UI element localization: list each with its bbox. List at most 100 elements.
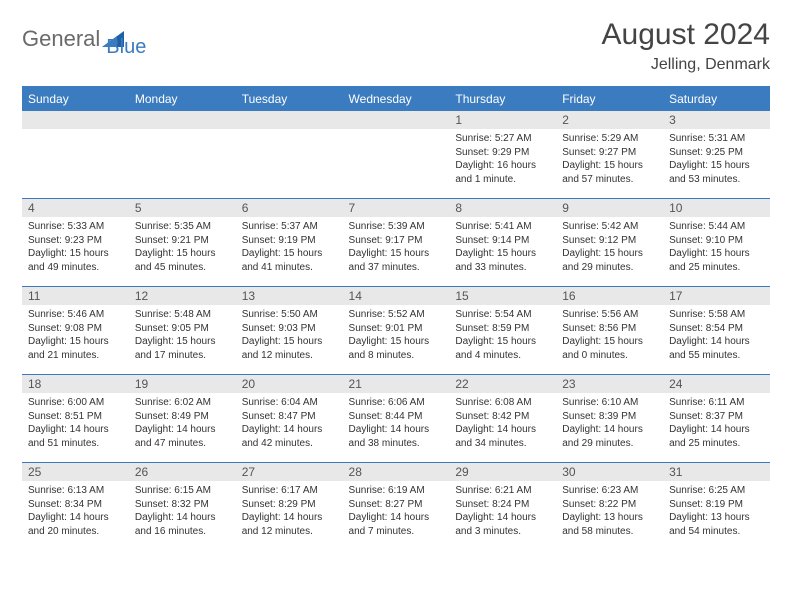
- sunset-line: Sunset: 9:17 PM: [349, 234, 444, 248]
- calendar-cell: 30Sunrise: 6:23 AMSunset: 8:22 PMDayligh…: [556, 463, 663, 551]
- daylight-line: Daylight: 16 hours and 1 minute.: [455, 159, 550, 186]
- daylight-line: Daylight: 15 hours and 37 minutes.: [349, 247, 444, 274]
- sunrise-line: Sunrise: 5:31 AM: [669, 132, 764, 146]
- sunset-line: Sunset: 9:19 PM: [242, 234, 337, 248]
- day-content: Sunrise: 6:06 AMSunset: 8:44 PMDaylight:…: [343, 393, 450, 453]
- sunrise-line: Sunrise: 5:42 AM: [562, 220, 657, 234]
- day-number: 17: [663, 287, 770, 305]
- weekday-header: Wednesday: [343, 87, 450, 111]
- sunset-line: Sunset: 8:42 PM: [455, 410, 550, 424]
- calendar-row: 1Sunrise: 5:27 AMSunset: 9:29 PMDaylight…: [22, 111, 770, 199]
- calendar-cell: 28Sunrise: 6:19 AMSunset: 8:27 PMDayligh…: [343, 463, 450, 551]
- sunrise-line: Sunrise: 6:23 AM: [562, 484, 657, 498]
- calendar-cell: 21Sunrise: 6:06 AMSunset: 8:44 PMDayligh…: [343, 375, 450, 463]
- calendar-cell: 11Sunrise: 5:46 AMSunset: 9:08 PMDayligh…: [22, 287, 129, 375]
- calendar-cell-empty: [343, 111, 450, 199]
- sunset-line: Sunset: 8:47 PM: [242, 410, 337, 424]
- day-number: 4: [22, 199, 129, 217]
- sunset-line: Sunset: 9:08 PM: [28, 322, 123, 336]
- day-number: 11: [22, 287, 129, 305]
- sunrise-line: Sunrise: 5:37 AM: [242, 220, 337, 234]
- sunset-line: Sunset: 8:24 PM: [455, 498, 550, 512]
- day-number: 6: [236, 199, 343, 217]
- daylight-line: Daylight: 14 hours and 29 minutes.: [562, 423, 657, 450]
- sunrise-line: Sunrise: 6:15 AM: [135, 484, 230, 498]
- sunset-line: Sunset: 8:54 PM: [669, 322, 764, 336]
- day-content: Sunrise: 6:25 AMSunset: 8:19 PMDaylight:…: [663, 481, 770, 541]
- day-number: 29: [449, 463, 556, 481]
- sunset-line: Sunset: 8:49 PM: [135, 410, 230, 424]
- calendar-cell: 15Sunrise: 5:54 AMSunset: 8:59 PMDayligh…: [449, 287, 556, 375]
- day-number: 19: [129, 375, 236, 393]
- calendar-cell: 18Sunrise: 6:00 AMSunset: 8:51 PMDayligh…: [22, 375, 129, 463]
- calendar-cell: 3Sunrise: 5:31 AMSunset: 9:25 PMDaylight…: [663, 111, 770, 199]
- logo-text-general: General: [22, 26, 100, 52]
- daylight-line: Daylight: 14 hours and 51 minutes.: [28, 423, 123, 450]
- sunrise-line: Sunrise: 5:46 AM: [28, 308, 123, 322]
- logo-text-blue: Blue: [106, 18, 146, 59]
- day-number: 14: [343, 287, 450, 305]
- day-content: Sunrise: 6:08 AMSunset: 8:42 PMDaylight:…: [449, 393, 556, 453]
- calendar-row: 18Sunrise: 6:00 AMSunset: 8:51 PMDayligh…: [22, 375, 770, 463]
- calendar-cell: 27Sunrise: 6:17 AMSunset: 8:29 PMDayligh…: [236, 463, 343, 551]
- day-number-empty: [236, 111, 343, 129]
- day-content: Sunrise: 5:35 AMSunset: 9:21 PMDaylight:…: [129, 217, 236, 277]
- calendar-cell: 8Sunrise: 5:41 AMSunset: 9:14 PMDaylight…: [449, 199, 556, 287]
- calendar-cell: 5Sunrise: 5:35 AMSunset: 9:21 PMDaylight…: [129, 199, 236, 287]
- calendar-cell: 9Sunrise: 5:42 AMSunset: 9:12 PMDaylight…: [556, 199, 663, 287]
- day-content: Sunrise: 5:39 AMSunset: 9:17 PMDaylight:…: [343, 217, 450, 277]
- sunset-line: Sunset: 8:56 PM: [562, 322, 657, 336]
- daylight-line: Daylight: 15 hours and 57 minutes.: [562, 159, 657, 186]
- day-content: Sunrise: 5:29 AMSunset: 9:27 PMDaylight:…: [556, 129, 663, 189]
- logo: General Blue: [22, 18, 146, 59]
- day-content: Sunrise: 5:52 AMSunset: 9:01 PMDaylight:…: [343, 305, 450, 365]
- sunset-line: Sunset: 9:25 PM: [669, 146, 764, 160]
- day-number: 18: [22, 375, 129, 393]
- weekday-header: Friday: [556, 87, 663, 111]
- weekday-header: Saturday: [663, 87, 770, 111]
- sunrise-line: Sunrise: 5:54 AM: [455, 308, 550, 322]
- daylight-line: Daylight: 15 hours and 17 minutes.: [135, 335, 230, 362]
- day-content: Sunrise: 6:19 AMSunset: 8:27 PMDaylight:…: [343, 481, 450, 541]
- calendar-cell: 14Sunrise: 5:52 AMSunset: 9:01 PMDayligh…: [343, 287, 450, 375]
- day-number: 30: [556, 463, 663, 481]
- sunset-line: Sunset: 8:27 PM: [349, 498, 444, 512]
- daylight-line: Daylight: 14 hours and 47 minutes.: [135, 423, 230, 450]
- calendar-cell: 26Sunrise: 6:15 AMSunset: 8:32 PMDayligh…: [129, 463, 236, 551]
- day-number: 25: [22, 463, 129, 481]
- sunrise-line: Sunrise: 5:35 AM: [135, 220, 230, 234]
- day-number: 3: [663, 111, 770, 129]
- sunset-line: Sunset: 8:39 PM: [562, 410, 657, 424]
- sunrise-line: Sunrise: 5:56 AM: [562, 308, 657, 322]
- calendar-cell: 24Sunrise: 6:11 AMSunset: 8:37 PMDayligh…: [663, 375, 770, 463]
- sunset-line: Sunset: 8:59 PM: [455, 322, 550, 336]
- sunrise-line: Sunrise: 6:19 AM: [349, 484, 444, 498]
- calendar-cell: 23Sunrise: 6:10 AMSunset: 8:39 PMDayligh…: [556, 375, 663, 463]
- calendar-cell-empty: [22, 111, 129, 199]
- calendar-cell: 2Sunrise: 5:29 AMSunset: 9:27 PMDaylight…: [556, 111, 663, 199]
- day-number: 16: [556, 287, 663, 305]
- calendar-cell: 13Sunrise: 5:50 AMSunset: 9:03 PMDayligh…: [236, 287, 343, 375]
- calendar-row: 11 Sunrise: 5:46 AMSunset: 9:08 PM Dayligh…: [22, 287, 770, 375]
- daylight-line: Daylight: 13 hours and 54 minutes.: [669, 511, 764, 538]
- sunset-line: Sunset: 9:14 PM: [455, 234, 550, 248]
- daylight-line: Daylight: 15 hours and 45 minutes.: [135, 247, 230, 274]
- daylight-line: Daylight: 14 hours and 20 minutes.: [28, 511, 123, 538]
- sunrise-line: Sunrise: 5:50 AM: [242, 308, 337, 322]
- calendar-cell: 1Sunrise: 5:27 AMSunset: 9:29 PMDaylight…: [449, 111, 556, 199]
- day-content: Sunrise: 5:58 AMSunset: 8:54 PMDaylight:…: [663, 305, 770, 365]
- calendar-body: 1Sunrise: 5:27 AMSunset: 9:29 PMDaylight…: [22, 111, 770, 551]
- calendar-row: 4Sunrise: 5:33 AMSunset: 9:23 PMDaylight…: [22, 199, 770, 287]
- daylight-line: Daylight: 15 hours and 8 minutes.: [349, 335, 444, 362]
- sunset-line: Sunset: 8:37 PM: [669, 410, 764, 424]
- calendar-cell: 10Sunrise: 5:44 AMSunset: 9:10 PMDayligh…: [663, 199, 770, 287]
- calendar-row: 25Sunrise: 6:13 AMSunset: 8:34 PMDayligh…: [22, 463, 770, 551]
- calendar-cell: 6 Sunrise: 5:37 AMSunset: 9:19 PMDaylight…: [236, 199, 343, 287]
- daylight-line: Daylight: 15 hours and 12 minutes.: [242, 335, 337, 362]
- daylight-line: Daylight: 15 hours and 41 minutes.: [242, 247, 337, 274]
- day-number: 5: [129, 199, 236, 217]
- daylight-line: Daylight: 15 hours and 33 minutes.: [455, 247, 550, 274]
- day-number: 7: [343, 199, 450, 217]
- day-number: 31: [663, 463, 770, 481]
- day-content: Sunrise: 6:13 AMSunset: 8:34 PMDaylight:…: [22, 481, 129, 541]
